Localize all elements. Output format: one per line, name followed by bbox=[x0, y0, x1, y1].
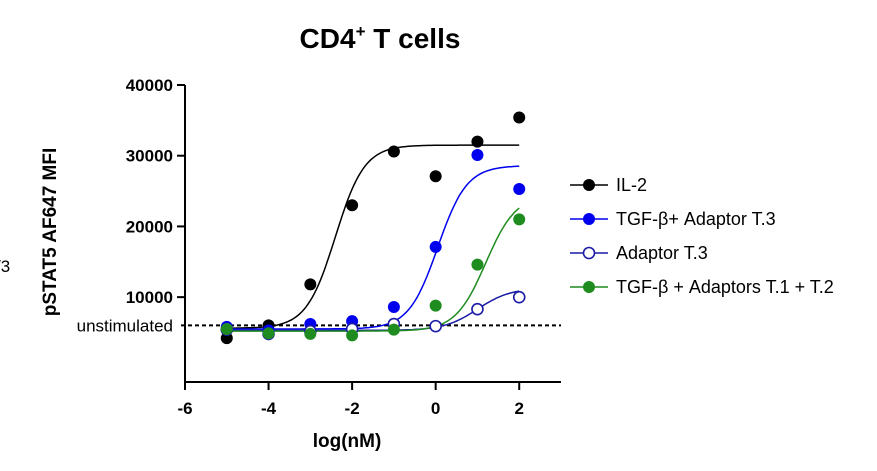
legend: IL-2 TGF-β+ Adaptor T.3 Adaptor T.3 TGF-β +… bbox=[570, 175, 834, 297]
unstimulated-label: unstimulated bbox=[77, 316, 173, 335]
legend-label: Adaptor T.3 bbox=[616, 243, 708, 263]
data-point bbox=[471, 258, 484, 271]
data-point bbox=[262, 327, 275, 340]
x-tick-label: 2 bbox=[514, 399, 523, 418]
data-point bbox=[304, 278, 317, 291]
data-point bbox=[346, 199, 359, 212]
data-point bbox=[513, 111, 526, 124]
data-point bbox=[471, 135, 484, 148]
legend-label: IL-2 bbox=[616, 175, 647, 195]
legend-marker bbox=[583, 281, 595, 293]
data-point bbox=[304, 327, 317, 340]
data-point bbox=[429, 240, 442, 253]
y-tick-label: 30000 bbox=[126, 147, 173, 166]
legend-marker bbox=[583, 213, 595, 225]
data-point bbox=[471, 149, 484, 162]
data-point bbox=[346, 329, 359, 342]
x-tick-label: -2 bbox=[345, 399, 360, 418]
x-tick-label: 0 bbox=[431, 399, 440, 418]
data-point bbox=[387, 145, 400, 158]
legend-label: TGF-β + Adaptors T.1 + T.2 bbox=[616, 277, 834, 297]
data-point bbox=[513, 213, 526, 226]
legend-label: TGF-β+ Adaptor T.3 bbox=[616, 209, 776, 229]
clipped-label: /3 bbox=[0, 257, 10, 276]
legend-marker bbox=[583, 179, 595, 191]
data-point bbox=[387, 323, 400, 336]
fit-curves bbox=[226, 144, 520, 332]
data-points bbox=[220, 111, 526, 345]
y-tick-label: 10000 bbox=[126, 288, 173, 307]
data-point bbox=[512, 290, 526, 304]
fit-curve bbox=[226, 207, 520, 332]
data-point bbox=[220, 322, 233, 335]
data-point bbox=[513, 182, 526, 195]
chart-title: CD4+ T cells bbox=[300, 22, 461, 54]
y-tick-label: 20000 bbox=[126, 217, 173, 236]
x-tick-label: -6 bbox=[177, 399, 192, 418]
fit-curve bbox=[226, 144, 520, 329]
x-tick-label: -4 bbox=[261, 399, 277, 418]
y-axis-label: pSTAT5 AF647 MFI bbox=[40, 148, 61, 317]
axes: 10000 20000 30000 40000 -6 -4 -2 0 2 bbox=[126, 76, 561, 418]
fit-curve bbox=[226, 165, 520, 330]
legend-marker bbox=[582, 246, 596, 260]
data-point bbox=[429, 170, 442, 183]
reference-line: unstimulated bbox=[77, 316, 561, 335]
data-point bbox=[429, 319, 442, 333]
data-point bbox=[387, 301, 400, 314]
x-axis-label: log(nM) bbox=[313, 431, 382, 452]
data-point bbox=[429, 299, 442, 312]
y-tick-label: 40000 bbox=[126, 76, 173, 95]
data-point bbox=[471, 302, 484, 316]
